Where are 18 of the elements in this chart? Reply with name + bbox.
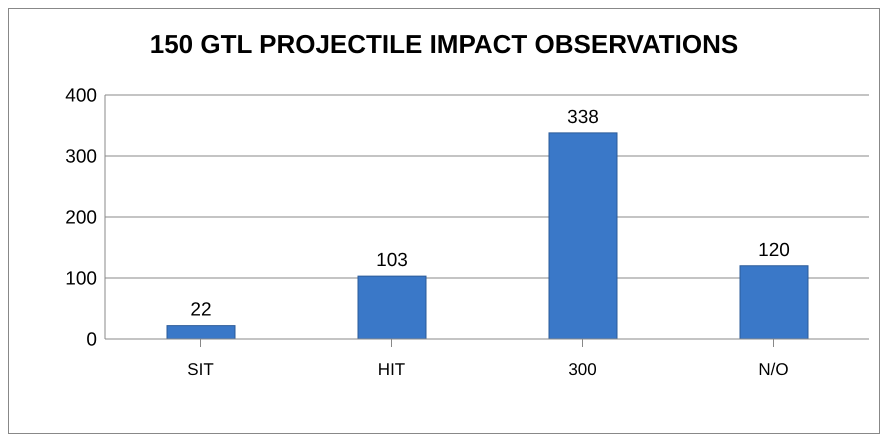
y-tick-label: 300 [65,146,97,168]
y-tick-label: 100 [65,268,97,290]
y-tick-label: 400 [65,86,97,107]
x-tick-label: SIT [187,360,214,380]
y-tick-label: 200 [65,208,97,229]
data-label: 120 [758,240,790,261]
bar [358,276,426,339]
chart-title: 150 GTL PROJECTILE IMPACT OBSERVATIONS [148,29,740,61]
bar [166,325,236,339]
data-label: 103 [376,250,408,272]
x-tick-label: N/O [758,360,789,380]
data-label: 22 [190,300,212,321]
x-tick-label: 300 [568,360,597,380]
y-tick-label: 0 [86,330,97,351]
bar [740,265,808,339]
bar [548,132,618,339]
data-label: 338 [567,106,599,128]
x-tick-label: HIT [378,360,406,380]
